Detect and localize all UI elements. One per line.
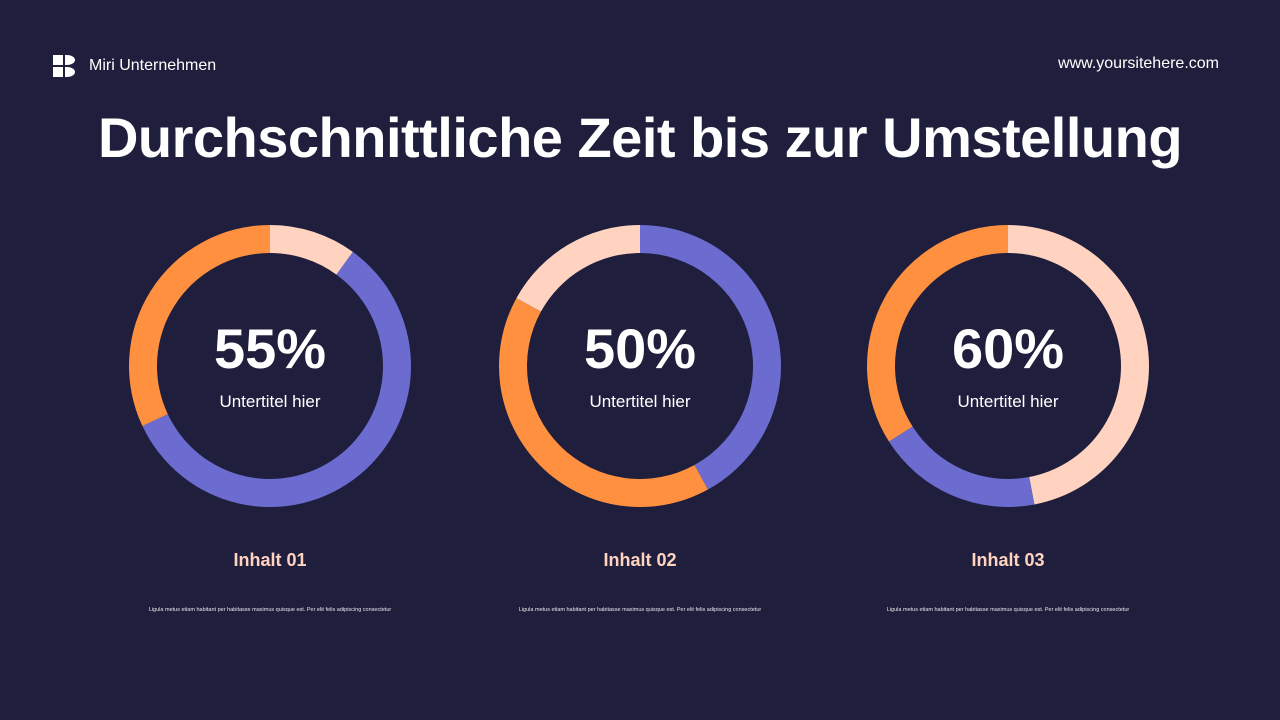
brand-name: Miri Unternehmen: [89, 57, 217, 74]
donut-segment-2: [888, 426, 1035, 507]
percentage-value: 55%: [213, 317, 327, 380]
card-description: Ligula metus etiam habitant per habitass…: [148, 607, 392, 613]
brand: Miri Unternehmen: [53, 55, 216, 77]
percentage-value: 50%: [583, 317, 697, 380]
subtitle: Untertitel hier: [589, 392, 691, 411]
donut-segment-3: [516, 225, 640, 312]
donut-chart-1: [129, 225, 412, 507]
percentage-value: 60%: [951, 317, 1065, 380]
donut-segment-1: [1008, 225, 1149, 505]
chart-card-3: 60% Untertitel hier Inhalt 03 Ligula met…: [858, 224, 1158, 613]
donut-chart-2: [499, 225, 781, 507]
page-title: Durchschnittliche Zeit bis zur Umstellun…: [97, 106, 1183, 169]
card-heading: Inhalt 02: [603, 550, 677, 570]
chart-card-2: 50% Untertitel hier Inhalt 02 Ligula met…: [490, 224, 790, 613]
subtitle: Untertitel hier: [957, 392, 1059, 411]
card-description: Ligula metus etiam habitant per habitass…: [518, 607, 762, 613]
logo-icon: [53, 55, 75, 77]
card-heading: Inhalt 01: [233, 550, 307, 570]
website-link[interactable]: www.yoursitehere.com: [1058, 55, 1219, 72]
donut-segment-2: [499, 298, 708, 507]
chart-card-1: 55% Untertitel hier Inhalt 01 Ligula met…: [120, 224, 420, 613]
card-description: Ligula metus etiam habitant per habitass…: [886, 607, 1130, 613]
donut-segment-1: [270, 225, 353, 275]
card-heading: Inhalt 03: [971, 550, 1045, 570]
subtitle: Untertitel hier: [219, 392, 321, 411]
donut-segment-3: [867, 225, 1008, 442]
donut-segment-1: [640, 225, 781, 490]
donut-chart-3: [867, 225, 1149, 507]
donut-segment-3: [129, 225, 270, 427]
